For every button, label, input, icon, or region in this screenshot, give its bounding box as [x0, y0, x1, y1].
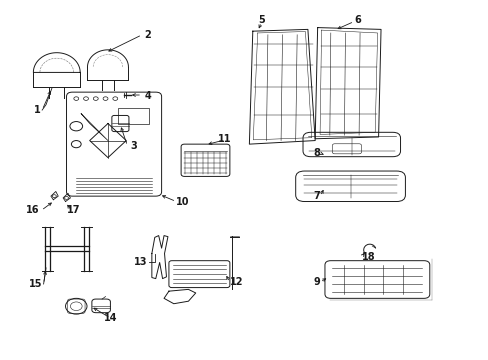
Text: 11: 11 [218, 134, 231, 144]
Text: 15: 15 [29, 279, 42, 289]
Text: 7: 7 [313, 191, 320, 201]
Text: 9: 9 [313, 277, 320, 287]
Text: 16: 16 [26, 206, 40, 216]
Text: 2: 2 [144, 30, 151, 40]
Text: 14: 14 [103, 313, 117, 323]
Text: 17: 17 [66, 206, 80, 216]
Text: 1: 1 [34, 105, 41, 115]
Text: 10: 10 [176, 197, 189, 207]
Text: 5: 5 [258, 15, 264, 26]
Text: 18: 18 [361, 252, 374, 262]
Text: 3: 3 [130, 141, 136, 151]
Text: 8: 8 [313, 148, 320, 158]
Text: 4: 4 [144, 91, 151, 101]
Text: 6: 6 [353, 15, 360, 26]
Bar [118, 108, 149, 125]
Text: 13: 13 [133, 257, 147, 267]
Text: 12: 12 [229, 277, 243, 287]
